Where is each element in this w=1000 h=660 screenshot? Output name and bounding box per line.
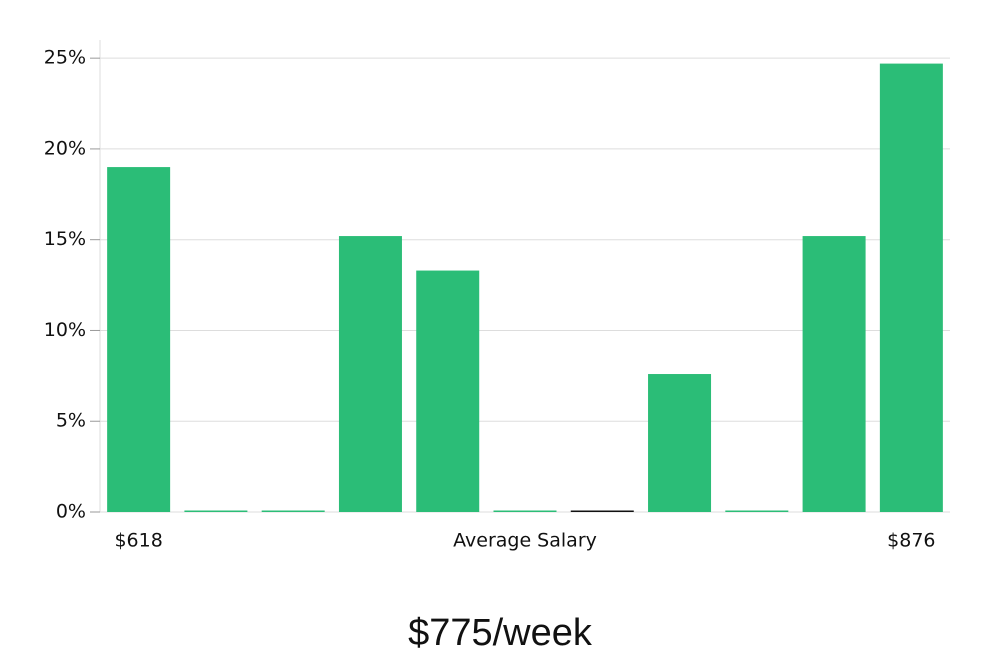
bar xyxy=(416,270,480,512)
salary-annotation: $775/week xyxy=(408,612,593,654)
y-tick-label: 10% xyxy=(44,319,86,341)
y-tick-label: 20% xyxy=(44,137,86,159)
x-axis-label: Average Salary xyxy=(453,530,597,552)
y-tick-label: 25% xyxy=(44,47,86,69)
bar xyxy=(802,236,866,513)
x-tick-label: $618 xyxy=(114,530,162,552)
y-tick-label: 5% xyxy=(56,410,86,432)
y-tick-label: 0% xyxy=(56,501,86,523)
bar xyxy=(725,510,789,512)
bar xyxy=(184,510,248,512)
y-tick-label: 15% xyxy=(44,228,86,250)
bar xyxy=(570,510,634,512)
bar xyxy=(261,510,325,512)
x-tick-label: $876 xyxy=(887,530,935,552)
bar xyxy=(879,63,943,512)
bar xyxy=(648,374,712,512)
bar xyxy=(107,167,171,513)
bar xyxy=(493,510,557,512)
bar xyxy=(338,236,402,513)
